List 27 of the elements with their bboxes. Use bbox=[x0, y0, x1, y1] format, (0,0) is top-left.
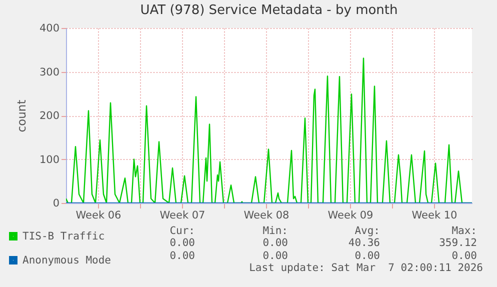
chart-title: UAT (978) Service Metadata - by month bbox=[140, 3, 398, 18]
x-tick-label: Week 08 bbox=[244, 210, 290, 222]
y-tick-label: 200 bbox=[39, 110, 60, 122]
legend-label: TIS-B Traffic bbox=[22, 230, 105, 242]
text: Avg: bbox=[354, 225, 380, 237]
text: 0.00 bbox=[262, 250, 288, 262]
legend-label: Anonymous Mode bbox=[22, 254, 112, 266]
x-tick-label: Week 10 bbox=[412, 210, 458, 222]
y-tick-label: 0 bbox=[52, 198, 60, 210]
y-axis-title: count bbox=[14, 99, 28, 132]
y-tick-label: 300 bbox=[39, 66, 60, 78]
x-tick-label: Week 07 bbox=[160, 210, 206, 222]
x-tick-label: Week 09 bbox=[328, 210, 374, 222]
text: 40.36 bbox=[348, 237, 380, 250]
x-tick-label: Week 06 bbox=[76, 210, 122, 222]
text: 0.00 bbox=[354, 250, 380, 262]
text: Last update: Sat Mar 7 02:00:11 2026 bbox=[249, 262, 483, 274]
text: Min: bbox=[262, 225, 288, 237]
y-tick-label: 400 bbox=[39, 22, 60, 34]
text: 0.00 bbox=[170, 250, 195, 262]
text: 359.12 bbox=[439, 237, 477, 250]
text: 0.00 bbox=[170, 237, 195, 250]
text: Cur: bbox=[170, 225, 195, 237]
text: Max: bbox=[452, 225, 477, 237]
text: 0.00 bbox=[262, 237, 288, 250]
y-tick-label: 100 bbox=[39, 154, 60, 166]
text: 0.00 bbox=[452, 250, 477, 262]
